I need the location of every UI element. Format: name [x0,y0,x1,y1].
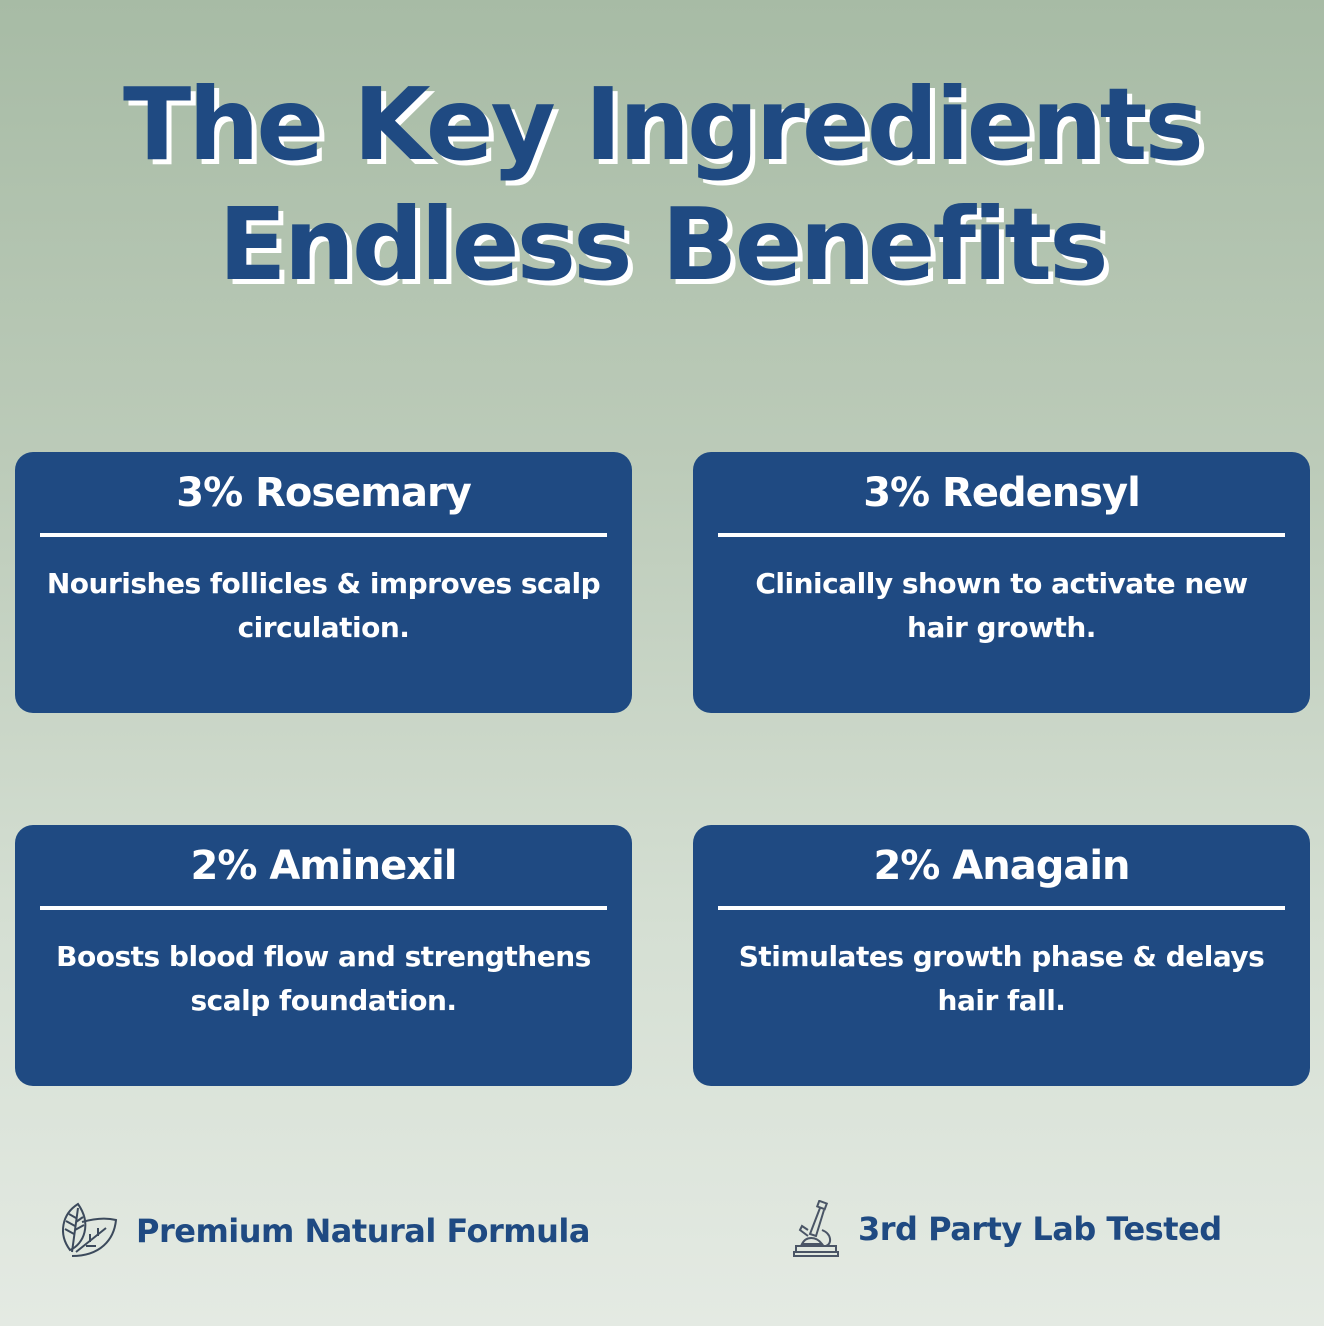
divider [40,906,607,910]
ingredient-card-rosemary: 3% Rosemary Nourishes follicles & improv… [15,452,632,713]
ingredient-description: Clinically shown to activate new hair gr… [755,567,1248,644]
ingredient-card-redensyl: 3% Redensyl Clinically shown to activate… [693,452,1310,713]
ingredient-name: 2% Anagain [873,843,1130,889]
divider [718,533,1285,537]
ingredient-description: Boosts blood flow and strengthens scalp … [56,940,591,1017]
ingredient-description: Stimulates growth phase & delays hair fa… [738,940,1265,1017]
ingredient-name: 2% Aminexil [190,843,457,889]
feature-lab-tested: 3rd Party Lab Tested [792,1200,1222,1258]
headline-line-2: Endless Benefits [218,186,1108,303]
ingredient-description: Nourishes follicles & improves scalp cir… [46,567,601,644]
feature-label: Premium Natural Formula [136,1212,590,1250]
leaf-icon [56,1200,118,1262]
feature-label: 3rd Party Lab Tested [858,1210,1222,1248]
headline-line-1: The Key Ingredients [123,66,1204,183]
microscope-icon [792,1200,840,1258]
ingredient-name: 3% Redensyl [863,470,1141,516]
ingredient-name: 3% Rosemary [176,470,472,516]
feature-natural-formula: Premium Natural Formula [56,1200,590,1262]
ingredient-card-anagain: 2% Anagain Stimulates growth phase & del… [693,825,1310,1086]
ingredient-card-aminexil: 2% Aminexil Boosts blood flow and streng… [15,825,632,1086]
divider [718,906,1285,910]
divider [40,533,607,537]
